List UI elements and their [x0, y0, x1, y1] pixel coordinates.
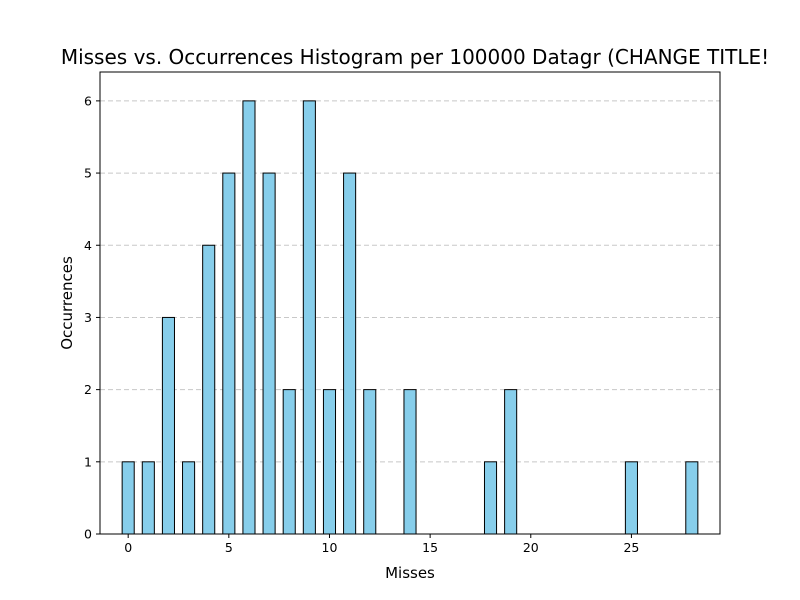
histogram-bar [624, 461, 638, 535]
y-tick-label: 2 [84, 382, 92, 397]
histogram-bar [343, 172, 357, 535]
histogram-bar [483, 461, 498, 535]
histogram-bar [161, 316, 175, 535]
y-axis-ticks: 0 1 2 3 4 5 6 [84, 93, 100, 542]
histogram-bar [262, 172, 276, 535]
x-tick-label: 5 [225, 540, 233, 555]
histogram-bar [282, 389, 296, 535]
x-tick-label: 20 [523, 540, 539, 555]
histogram-bar [121, 461, 135, 535]
x-axis-label: Misses [385, 564, 435, 582]
histogram-bar [202, 244, 216, 535]
histogram-bar [322, 389, 337, 535]
histogram-bar [242, 100, 256, 535]
x-tick-label: 15 [422, 540, 438, 555]
grid-lines [100, 100, 720, 463]
x-axis-ticks: 0 5 10 15 20 25 [124, 534, 639, 555]
x-tick-label: 25 [623, 540, 639, 555]
y-axis-label: Occurrences [58, 256, 76, 350]
histogram-bar [182, 461, 196, 535]
histogram-bar [302, 100, 316, 535]
x-tick-label: 0 [124, 540, 132, 555]
chart-title: Misses vs. Occurrences Histogram per 100… [61, 45, 769, 69]
histogram-bar [504, 389, 518, 535]
bar-group [121, 100, 699, 535]
plot-frame [99, 71, 721, 535]
histogram-bar [363, 389, 377, 535]
histogram-bar [685, 461, 699, 535]
y-tick-label: 5 [84, 166, 92, 181]
x-tick-label: 10 [322, 540, 338, 555]
histogram-bar [403, 389, 417, 535]
y-tick-label: 4 [84, 238, 92, 253]
y-tick-label: 6 [84, 93, 92, 108]
histogram-bar [141, 461, 155, 535]
y-tick-label: 1 [84, 454, 92, 469]
y-tick-label: 3 [84, 310, 92, 325]
y-tick-label: 0 [84, 527, 92, 542]
histogram-bar [222, 172, 236, 535]
